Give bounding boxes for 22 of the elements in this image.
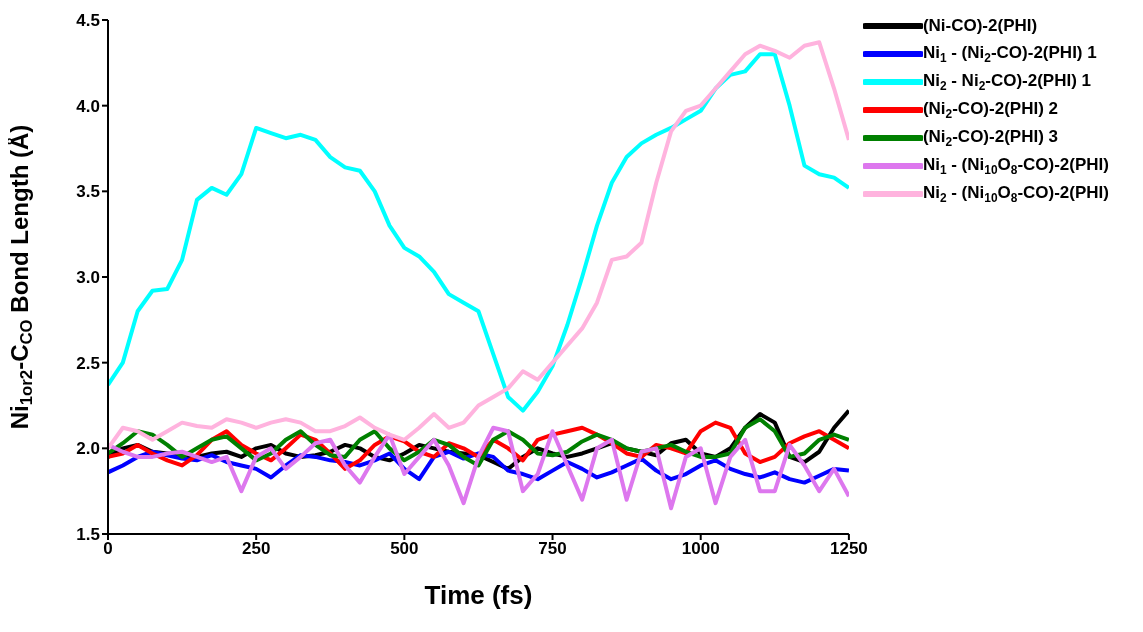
legend-label: Ni$_{1}$ - (Ni$_{10}$O$_{8}$-CO)-2(PHI) [922,154,1109,178]
y-tick-label: 4.0 [76,96,100,116]
legend-label: (Ni$_{2}$-CO)-2(PHI) 3 [922,126,1058,150]
y-tick-label: 3.5 [76,182,100,202]
y-tick-label: 3.0 [76,268,100,288]
legend-label: Ni$_{1}$ - (Ni$_{2}$-CO)-2(PHI) 1 [922,42,1097,66]
legend-label: (Ni-CO)-2(PHI) [922,16,1038,35]
y-tick-label: 1.5 [76,525,100,545]
x-tick-label: 0 [103,539,113,559]
legend-label: Ni$_{2}$ - (Ni$_{10}$O$_{8}$-CO)-2(PHI) [922,182,1109,206]
x-tick-label: 1250 [829,539,868,559]
line-series [108,425,849,511]
y-tick-label: 4.5 [76,11,100,31]
x-tick-label: 1000 [681,539,720,559]
x-tick-label: 750 [538,539,567,559]
legend-label: Ni$_{2}$ - Ni$_{2}$-CO)-2(PHI) 1 [922,70,1092,94]
x-tick-label: 500 [390,539,419,559]
x-tick-label: 250 [241,539,271,559]
legend-label: (Ni$_{2}$-CO)-2(PHI) 2 [922,98,1058,122]
x-axis-title: Time (fs) [424,580,533,610]
y-tick-label: 2.5 [76,353,100,373]
y-tick-label: 2.0 [76,439,100,459]
